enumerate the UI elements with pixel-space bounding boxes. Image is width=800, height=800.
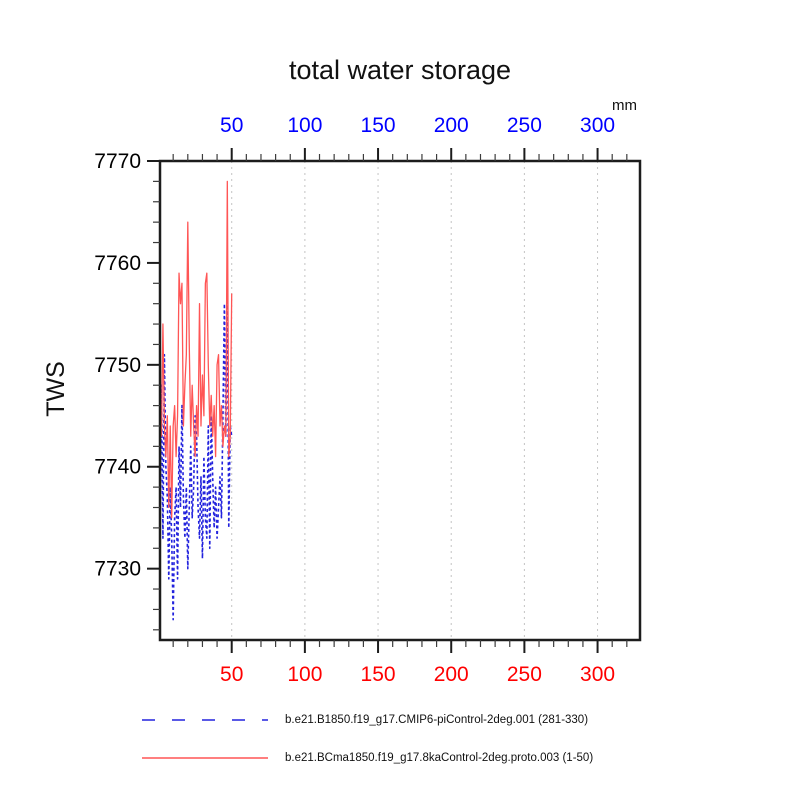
legend-solid-line-sample xyxy=(142,757,268,759)
plot-frame xyxy=(158,159,642,642)
y-axis-tick-label: 7730 xyxy=(94,558,141,581)
top-axis-tick-label: 100 xyxy=(287,114,322,137)
legend-dashed-line-sample xyxy=(142,719,268,721)
bottom-axis-tick-label: 300 xyxy=(580,663,615,686)
y-axis-tick-label: 7750 xyxy=(94,354,141,377)
legend-label-picontrol: b.e21.B1850.f19_g17.CMIP6-piControl-2deg… xyxy=(285,714,589,726)
top-axis-tick-label: 250 xyxy=(507,114,542,137)
top-axis-tick-label: 50 xyxy=(220,114,243,137)
bottom-axis-tick-label: 50 xyxy=(220,663,243,686)
y-axis-tick-label: 7770 xyxy=(94,150,141,173)
legend-label-8kacontrol: b.e21.BCma1850.f19_g17.8kaControl-2deg.p… xyxy=(285,752,594,764)
top-axis-tick-label: 300 xyxy=(580,114,615,137)
series-line-1 xyxy=(159,180,233,519)
y-axis-tick-label: 7760 xyxy=(94,252,141,275)
top-axis-tick-label: 200 xyxy=(434,114,469,137)
chart-title: total water storage xyxy=(288,55,512,85)
bottom-axis-tick-label: 250 xyxy=(507,663,542,686)
top-axis-tick-label: 150 xyxy=(361,114,396,137)
bottom-axis-tick-label: 100 xyxy=(287,663,322,686)
bottom-axis-tick-label: 150 xyxy=(361,663,396,686)
legend-entry-picontrol: b.e21.B1850.f19_g17.CMIP6-piControl-2deg… xyxy=(0,712,800,728)
y-axis-tick-label: 7740 xyxy=(94,456,141,479)
bottom-axis-tick-label: 200 xyxy=(434,663,469,686)
legend-entry-8kacontrol: b.e21.BCma1850.f19_g17.8kaControl-2deg.p… xyxy=(0,750,800,766)
top-axis-unit-label: mm xyxy=(612,97,637,114)
